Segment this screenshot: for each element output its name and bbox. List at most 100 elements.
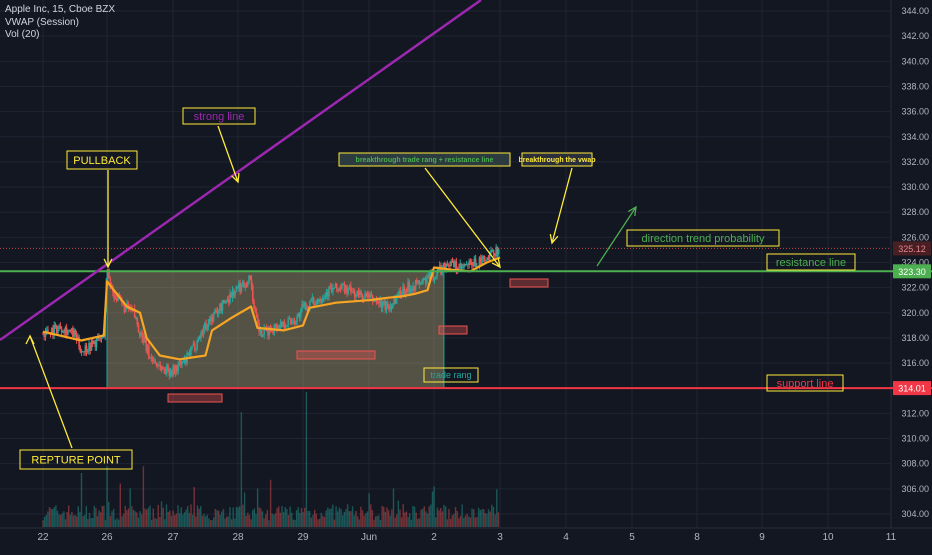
volume-bar xyxy=(413,506,416,527)
candle-body xyxy=(62,330,64,332)
candle-body xyxy=(453,261,455,267)
volume-bar xyxy=(114,519,117,527)
symbol-title[interactable]: Apple Inc, 15, Cboe BZX xyxy=(5,4,116,15)
candle-body xyxy=(151,358,154,361)
candle-body xyxy=(156,365,159,367)
chart-legend: Apple Inc, 15, Cboe BZX VWAP (Session) V… xyxy=(5,4,115,42)
volume-bar xyxy=(374,516,377,527)
candle-body xyxy=(74,330,77,335)
volume-bar xyxy=(366,511,369,527)
candle-body xyxy=(165,365,168,375)
volume-bar xyxy=(468,516,470,527)
candle-body xyxy=(343,284,346,292)
candle-body xyxy=(144,336,146,340)
volume-bar xyxy=(177,505,179,527)
candle-body xyxy=(235,286,238,293)
candle-body xyxy=(432,272,435,281)
candle-body xyxy=(433,276,436,281)
indicator-vol-label[interactable]: Vol (20) xyxy=(5,29,40,40)
candle-body xyxy=(268,326,271,336)
candle-body xyxy=(229,293,231,303)
candle-body xyxy=(454,261,456,267)
candle-body xyxy=(65,327,68,335)
candle-body xyxy=(173,365,176,373)
volume-bar xyxy=(117,519,120,527)
strong-line-label-box xyxy=(182,107,256,125)
candle-body xyxy=(330,287,333,292)
volume-bar xyxy=(111,511,113,527)
candle-body xyxy=(404,289,407,295)
candle-body xyxy=(294,321,297,325)
candle-body xyxy=(108,269,110,279)
volume-bar xyxy=(134,511,136,527)
candle-body xyxy=(419,284,422,286)
candle-body xyxy=(399,291,402,296)
pullback-label-box xyxy=(66,150,138,170)
candle-body xyxy=(282,321,284,327)
candle-body xyxy=(114,298,117,300)
volume-bar xyxy=(165,504,168,527)
y-tick-label: 338.00 xyxy=(901,81,929,91)
volume-bar xyxy=(487,509,490,527)
volume-bar xyxy=(286,509,288,527)
candle-body xyxy=(403,286,406,295)
candle-body xyxy=(347,289,350,294)
candle-body xyxy=(296,317,298,322)
candle-body xyxy=(45,329,48,332)
candle-body xyxy=(328,286,330,297)
candle-body xyxy=(224,302,226,304)
candle-body xyxy=(238,282,240,288)
candle-body xyxy=(459,263,462,268)
volume-bar xyxy=(106,466,108,527)
price-label-text-support: 314.01 xyxy=(898,384,926,394)
volume-bar xyxy=(454,506,457,527)
candle-body xyxy=(85,345,88,353)
candle-body xyxy=(351,291,353,293)
volume-bar xyxy=(80,473,83,527)
candle-body xyxy=(274,323,277,325)
candle-body xyxy=(373,301,375,303)
candle-body xyxy=(221,300,224,311)
y-tick-label: 318.00 xyxy=(901,333,929,343)
candle-body xyxy=(346,285,348,294)
volume-bar xyxy=(122,513,125,527)
volume-bar xyxy=(216,510,218,527)
indicator-vwap-label[interactable]: VWAP (Session) xyxy=(5,16,79,28)
candle-body xyxy=(181,362,183,365)
x-tick-label: 27 xyxy=(167,532,179,543)
volume-bar xyxy=(360,506,362,527)
candle-body xyxy=(182,361,185,363)
volume-bar xyxy=(337,511,339,527)
candle-body xyxy=(416,280,418,283)
volume-bar xyxy=(435,517,437,527)
volume-bar xyxy=(426,513,429,527)
volume-bar xyxy=(327,507,329,527)
volume-bar xyxy=(273,514,275,527)
volume-bar xyxy=(278,506,280,527)
candle-body xyxy=(463,263,465,267)
candle-body xyxy=(77,336,79,341)
candle-body xyxy=(492,250,495,254)
volume-bar xyxy=(69,514,71,527)
y-tick-label: 340.00 xyxy=(901,56,929,66)
direction-trend-arrow-head xyxy=(627,205,637,217)
price-label-badge-support xyxy=(893,381,931,396)
volume-bar xyxy=(422,508,424,527)
candle-body xyxy=(325,291,328,296)
candle-body xyxy=(455,261,458,271)
candle-body xyxy=(413,286,416,291)
candle-body xyxy=(395,296,398,304)
candle-body xyxy=(337,288,339,292)
volume-bar xyxy=(159,516,161,527)
volume-bar xyxy=(109,515,112,527)
candle-body xyxy=(341,284,343,290)
candle-body xyxy=(179,361,182,365)
volume-bar xyxy=(489,511,491,527)
candle-body xyxy=(135,317,137,319)
candle-body xyxy=(100,337,103,339)
volume-bar xyxy=(82,516,84,527)
price-label-text-last: 325.12 xyxy=(898,244,926,254)
volume-bar xyxy=(162,507,164,527)
